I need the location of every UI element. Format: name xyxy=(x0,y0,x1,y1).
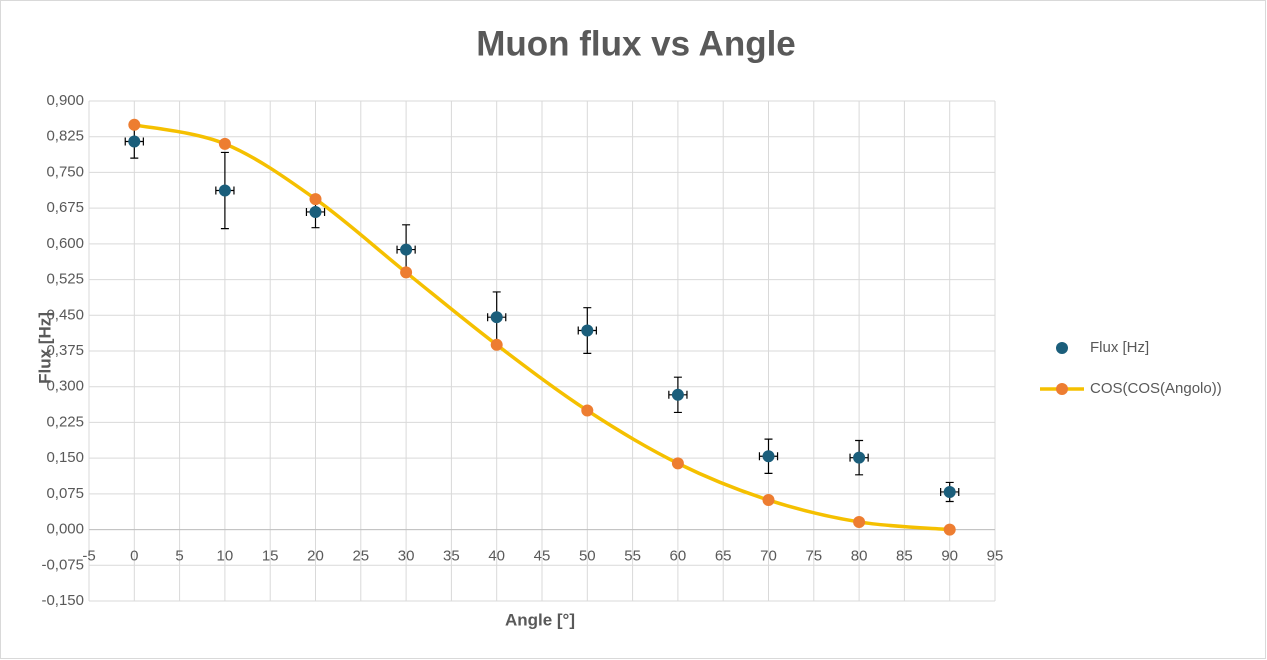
series-line xyxy=(133,123,950,532)
x-tick-label: 55 xyxy=(624,548,641,565)
x-tick-label: 70 xyxy=(760,548,777,565)
y-tick-label: 0,000 xyxy=(46,521,84,538)
x-tick-label: 85 xyxy=(896,548,913,565)
y-tick-label: 0,375 xyxy=(46,342,84,359)
data-point xyxy=(762,450,775,463)
data-point xyxy=(762,494,775,507)
data-point xyxy=(128,135,141,148)
data-point xyxy=(309,205,322,218)
data-point xyxy=(218,184,231,197)
legend-label: Flux [Hz] xyxy=(1090,339,1149,356)
x-tick-label: 75 xyxy=(805,548,822,565)
x-tick-label: 60 xyxy=(670,548,687,565)
y-tick-label: 0,675 xyxy=(46,199,84,216)
y-tick-label: 0,225 xyxy=(46,413,84,430)
y-tick-label: -0,150 xyxy=(41,592,84,609)
data-point xyxy=(400,266,413,279)
data-point xyxy=(853,515,866,528)
x-tick-label: 5 xyxy=(175,548,183,565)
data-point xyxy=(490,338,503,351)
y-tick-label: 0,075 xyxy=(46,485,84,502)
data-point xyxy=(853,451,866,464)
x-tick-label: 15 xyxy=(262,548,279,565)
data-point xyxy=(671,388,684,401)
y-tick-label: 0,300 xyxy=(46,378,84,395)
x-axis-title: Angle [°] xyxy=(505,610,575,629)
x-tick-label: 50 xyxy=(579,548,596,565)
x-tick-label: 30 xyxy=(398,548,415,565)
data-point xyxy=(581,324,594,337)
x-tick-label: 40 xyxy=(488,548,505,565)
y-tick-label: 0,450 xyxy=(46,306,84,323)
y-tick-label: 0,750 xyxy=(46,163,84,180)
y-tick-label: 0,825 xyxy=(46,128,84,145)
y-axis-title: Flux [Hz] xyxy=(35,312,54,384)
x-tick-label: 10 xyxy=(217,548,234,565)
y-tick-label: -0,075 xyxy=(41,556,84,573)
y-tick-label: 0,600 xyxy=(46,235,84,252)
x-tick-label: 45 xyxy=(534,548,551,565)
x-tick-label: 65 xyxy=(715,548,732,565)
chart-title: Muon flux vs Angle xyxy=(476,24,796,63)
data-point xyxy=(671,457,684,470)
x-tick-label: 0 xyxy=(130,548,138,565)
data-point xyxy=(581,404,594,417)
data-point xyxy=(490,311,503,324)
legend-label: COS(COS(Angolo)) xyxy=(1090,380,1222,397)
x-tick-label: 95 xyxy=(987,548,1004,565)
x-tick-label: 25 xyxy=(352,548,369,565)
x-tick-label: 80 xyxy=(851,548,868,565)
legend-marker xyxy=(1056,342,1068,354)
x-tick-label: -5 xyxy=(82,548,95,565)
y-tick-label: 0,900 xyxy=(46,92,84,109)
data-point xyxy=(400,243,413,256)
data-point xyxy=(943,523,956,536)
data-point xyxy=(128,118,141,131)
x-tick-label: 20 xyxy=(307,548,324,565)
data-point xyxy=(309,193,322,206)
y-tick-label: 0,150 xyxy=(46,449,84,466)
x-tick-label: 35 xyxy=(443,548,460,565)
legend-marker xyxy=(1056,383,1068,395)
data-point xyxy=(943,485,956,498)
x-tick-label: 90 xyxy=(941,548,958,565)
y-tick-label: 0,525 xyxy=(46,271,84,288)
data-point xyxy=(218,137,231,150)
